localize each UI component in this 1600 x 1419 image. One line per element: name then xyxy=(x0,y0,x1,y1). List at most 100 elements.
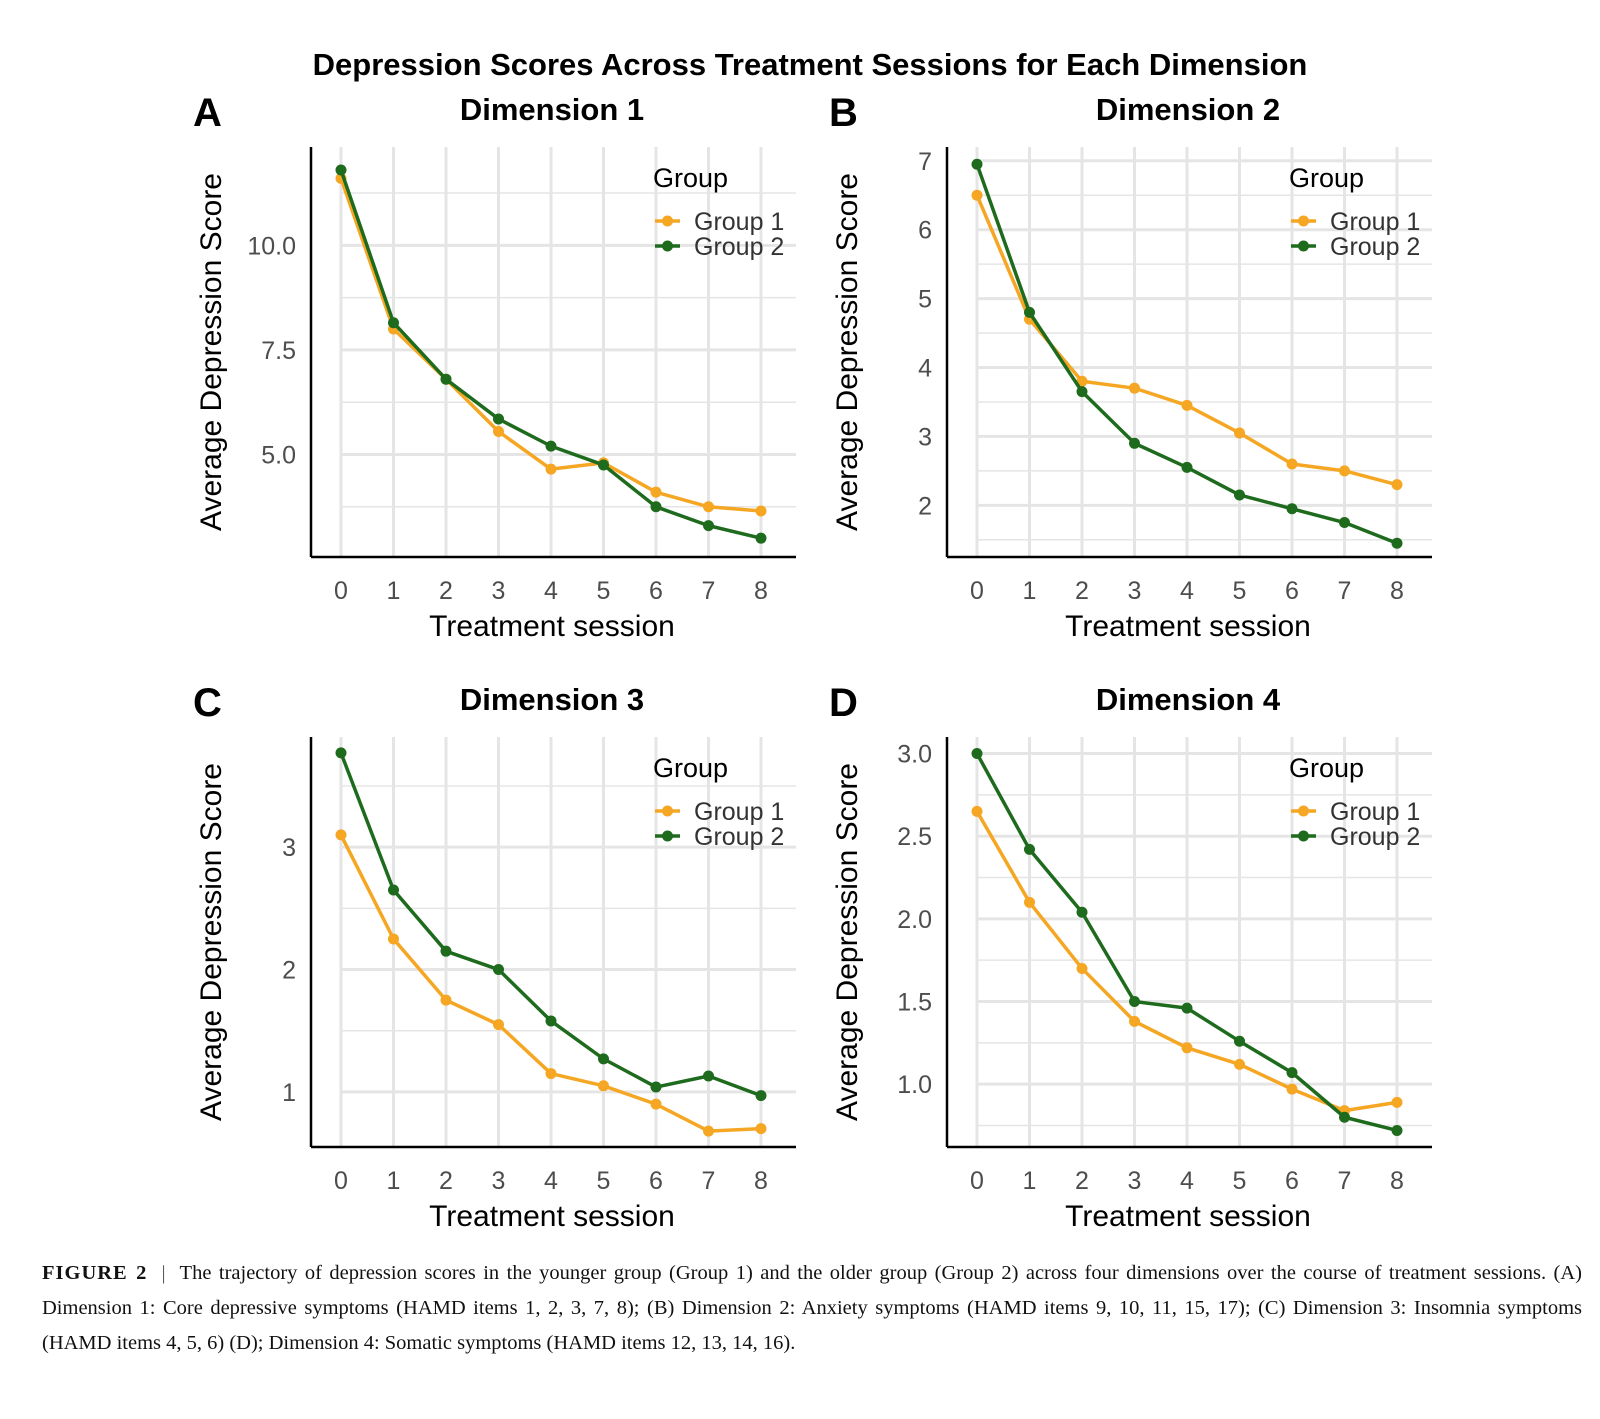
data-point xyxy=(598,459,609,471)
y-tick-label: 5.0 xyxy=(261,442,296,470)
data-point xyxy=(493,1019,504,1031)
data-point xyxy=(650,1098,662,1110)
grid xyxy=(975,147,1432,557)
legend-label: Group 1 xyxy=(694,208,784,236)
x-tick-label: 4 xyxy=(1180,1167,1194,1195)
data-point xyxy=(971,748,983,760)
data-point xyxy=(971,805,983,817)
x-tick-label: 0 xyxy=(970,577,984,605)
y-tick-label: 4 xyxy=(918,355,932,383)
data-point xyxy=(1234,1035,1245,1047)
chart-panel-c: 1 2 3 0 1 2 3 4 5 6 7 8 Treatment session Average Dep… xyxy=(193,681,796,1233)
y-tick-label: 10.0 xyxy=(247,232,296,260)
data-point xyxy=(971,189,983,201)
legend-title: Group xyxy=(653,163,728,193)
legend-label: Group 2 xyxy=(694,823,784,851)
x-tick-label: 6 xyxy=(649,1167,663,1195)
data-point xyxy=(650,486,662,498)
y-tick-label: 7 xyxy=(918,148,932,176)
grid xyxy=(339,737,796,1147)
y-tick-label: 1.0 xyxy=(897,1071,932,1099)
x-tick-label: 1 xyxy=(387,1167,401,1195)
chart-panels: 5.0 7.5 10.0 0 1 2 3 4 5 6 7 8 Treatment session Aver… xyxy=(193,91,1432,1233)
data-point xyxy=(1391,1124,1403,1136)
data-point xyxy=(1339,1111,1350,1123)
data-point xyxy=(1024,306,1035,318)
x-tick-label: 1 xyxy=(1023,577,1037,605)
data-point xyxy=(440,994,452,1006)
x-tick-label: 2 xyxy=(1075,1167,1089,1195)
caption-text: The trajectory of depression scores in t… xyxy=(42,1262,1582,1354)
x-tick-label: 8 xyxy=(1390,1167,1404,1195)
panel-letter: A xyxy=(193,91,222,135)
panel-title: Dimension 4 xyxy=(1096,682,1281,717)
x-tick-label: 4 xyxy=(1180,577,1194,605)
data-point xyxy=(1076,386,1088,398)
legend-key-point xyxy=(662,830,673,842)
data-point xyxy=(1024,843,1035,855)
data-point xyxy=(1286,1067,1298,1079)
x-tick-label: 3 xyxy=(1128,1167,1142,1195)
data-point xyxy=(755,1123,767,1135)
y-tick-label: 3.0 xyxy=(897,741,932,769)
x-tick-label: 2 xyxy=(439,577,453,605)
y-tick-label: 2 xyxy=(282,957,296,985)
x-tick-label: 1 xyxy=(387,577,401,605)
legend-key-point xyxy=(662,240,673,252)
series-2 xyxy=(335,747,767,1102)
data-point xyxy=(440,945,452,957)
caption-separator: | xyxy=(161,1262,166,1284)
y-tick-label: 6 xyxy=(918,217,932,245)
series-2 xyxy=(971,158,1403,549)
data-point xyxy=(1181,1042,1193,1054)
data-point xyxy=(388,317,399,329)
legend-label: Group 2 xyxy=(694,233,784,261)
legend-label: Group 1 xyxy=(1330,208,1420,236)
data-point xyxy=(1339,517,1350,529)
legend-key-point xyxy=(1298,240,1309,252)
y-tick-label: 2.5 xyxy=(897,823,932,851)
data-point xyxy=(1286,458,1298,470)
legend-key-point xyxy=(1298,805,1309,817)
data-point xyxy=(1024,896,1035,908)
legend-title: Group xyxy=(1289,163,1364,193)
legend-key-point xyxy=(1298,215,1309,227)
data-point xyxy=(1076,375,1088,387)
figure-title: Depression Scores Across Treatment Sessi… xyxy=(313,47,1308,82)
x-tick-label: 6 xyxy=(649,577,663,605)
data-point xyxy=(971,158,983,170)
data-point xyxy=(1234,427,1245,439)
data-point xyxy=(1076,962,1088,974)
data-point xyxy=(650,1081,662,1093)
x-tick-label: 0 xyxy=(334,1167,348,1195)
legend-label: Group 1 xyxy=(694,798,784,826)
x-axis-title: Treatment session xyxy=(429,1200,675,1233)
data-point xyxy=(1129,382,1140,394)
data-point xyxy=(545,440,557,452)
x-tick-label: 5 xyxy=(597,577,611,605)
legend-key-point xyxy=(1298,830,1309,842)
series-2 xyxy=(971,748,1403,1136)
data-point xyxy=(1234,489,1245,501)
legend-label: Group 1 xyxy=(1330,798,1420,826)
data-point xyxy=(440,373,452,385)
y-axis-title: Average Depression Score xyxy=(195,173,228,531)
data-point xyxy=(1391,537,1403,549)
y-tick-label: 2.0 xyxy=(897,906,932,934)
data-point xyxy=(755,532,767,544)
y-axis-title: Average Depression Score xyxy=(831,763,864,1121)
data-point xyxy=(1076,906,1088,918)
chart-panel-a: 5.0 7.5 10.0 0 1 2 3 4 5 6 7 8 Treatment session Aver… xyxy=(193,91,796,643)
panel-title: Dimension 1 xyxy=(460,92,644,127)
data-point xyxy=(1181,399,1193,411)
panel-letter: C xyxy=(193,681,222,725)
x-tick-label: 3 xyxy=(1128,577,1142,605)
data-point xyxy=(703,520,714,532)
data-point xyxy=(335,829,347,841)
data-point xyxy=(598,1080,609,1092)
y-tick-label: 5 xyxy=(918,286,932,314)
x-axis-title: Treatment session xyxy=(1065,610,1311,643)
